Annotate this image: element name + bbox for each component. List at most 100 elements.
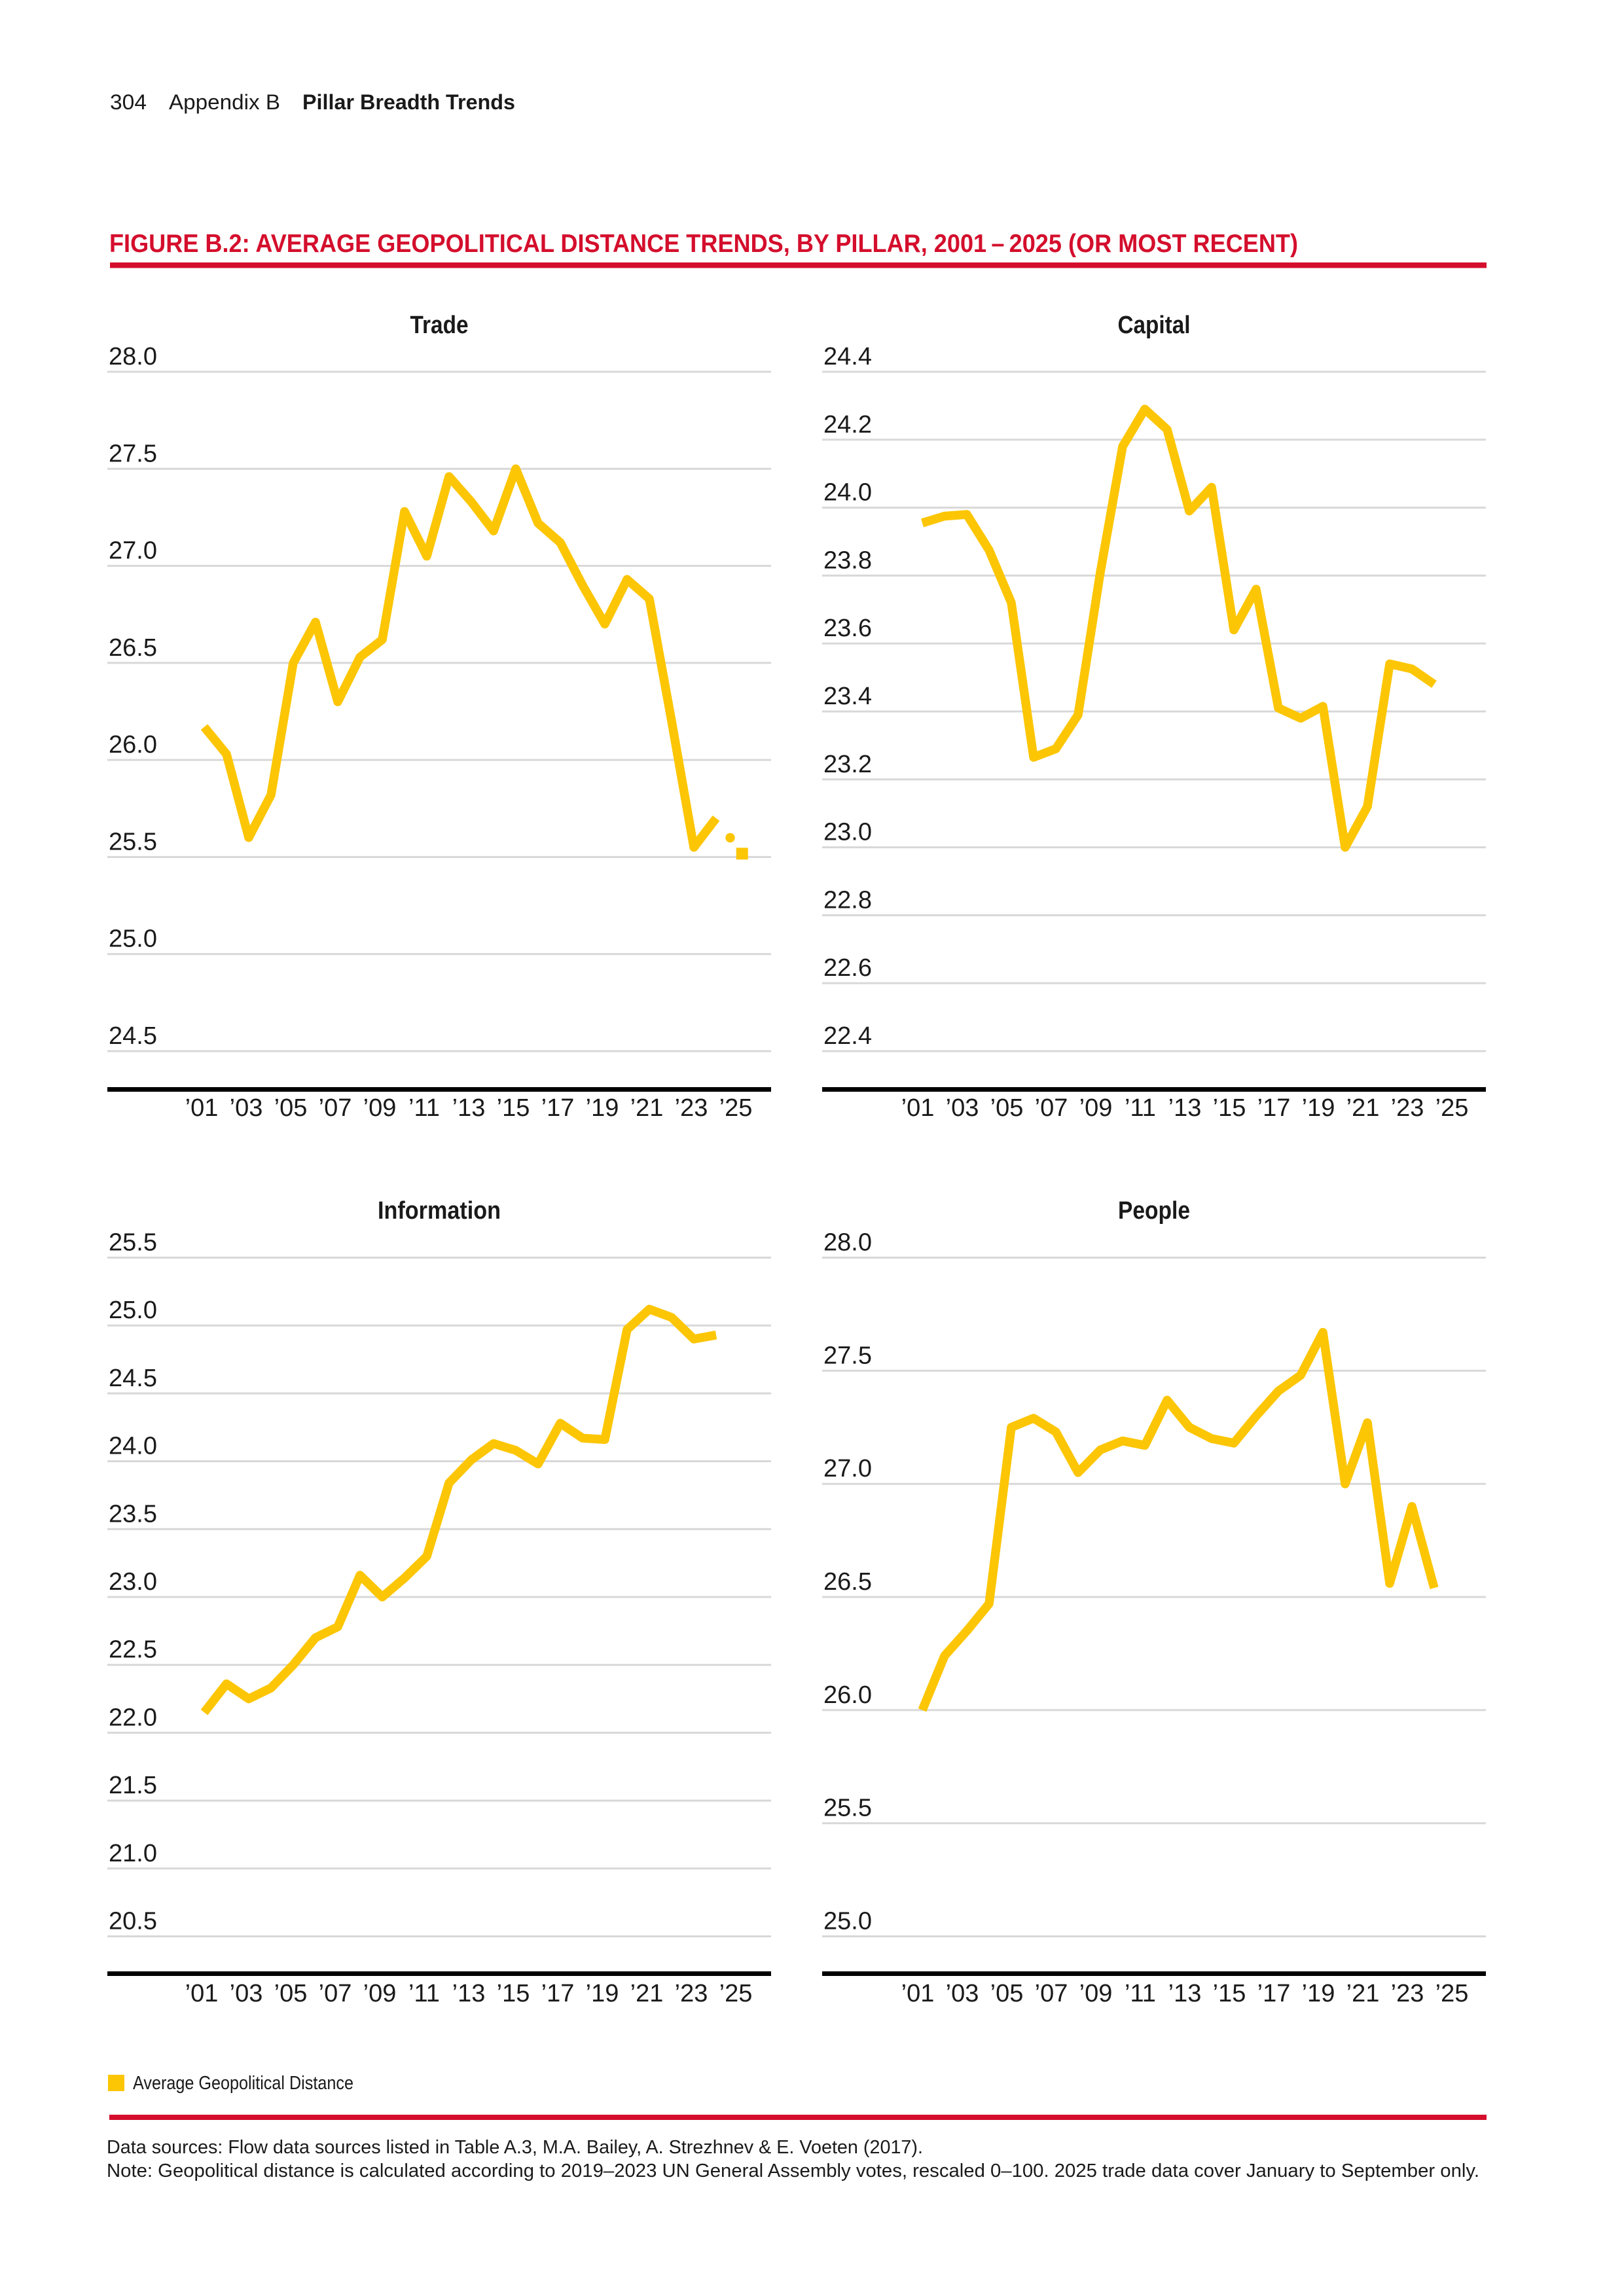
svg-text:’09: ’09 — [1079, 1094, 1113, 1122]
svg-text:’25: ’25 — [719, 1094, 753, 1122]
svg-text:24.2: 24.2 — [823, 411, 872, 439]
svg-text:’09: ’09 — [363, 1980, 397, 2007]
svg-text:26.0: 26.0 — [823, 1681, 872, 1709]
svg-text:’11: ’11 — [408, 1980, 440, 2007]
svg-text:25.5: 25.5 — [823, 1795, 872, 1822]
svg-text:’15: ’15 — [1213, 1980, 1246, 2007]
svg-text:’13: ’13 — [1168, 1094, 1202, 1122]
svg-text:’23: ’23 — [1391, 1980, 1424, 2007]
svg-text:’05: ’05 — [274, 1094, 308, 1122]
svg-text:25.0: 25.0 — [109, 925, 157, 953]
svg-text:’03: ’03 — [946, 1094, 979, 1122]
svg-text:’07: ’07 — [1035, 1980, 1068, 2007]
svg-text:’17: ’17 — [541, 1980, 575, 2007]
svg-text:’07: ’07 — [1035, 1094, 1068, 1122]
svg-text:’21: ’21 — [630, 1094, 664, 1122]
svg-text:Appendix B: Appendix B — [169, 90, 280, 114]
svg-text:’05: ’05 — [274, 1980, 308, 2007]
svg-text:’23: ’23 — [675, 1094, 708, 1122]
svg-text:’11: ’11 — [1125, 1980, 1156, 2007]
svg-text:23.4: 23.4 — [823, 683, 872, 710]
svg-text:22.8: 22.8 — [823, 886, 872, 914]
svg-text:’07: ’07 — [319, 1094, 352, 1122]
svg-text:’25: ’25 — [1435, 1094, 1469, 1122]
svg-text:23.0: 23.0 — [109, 1568, 157, 1596]
svg-text:22.0: 22.0 — [109, 1704, 157, 1731]
svg-text:’19: ’19 — [586, 1980, 619, 2007]
svg-text:27.0: 27.0 — [823, 1455, 872, 1482]
svg-text:26.5: 26.5 — [823, 1568, 872, 1596]
svg-text:21.0: 21.0 — [109, 1840, 157, 1867]
svg-text:20.5: 20.5 — [109, 1908, 157, 1935]
svg-text:’23: ’23 — [1391, 1094, 1424, 1122]
svg-text:Pillar Breadth Trends: Pillar Breadth Trends — [302, 90, 515, 114]
svg-text:24.0: 24.0 — [823, 479, 872, 507]
svg-text:’17: ’17 — [1257, 1980, 1291, 2007]
svg-text:’19: ’19 — [1302, 1094, 1335, 1122]
svg-text:Note: Geopolitical distance is: Note: Geopolitical distance is calculate… — [107, 2161, 1479, 2181]
svg-text:27.0: 27.0 — [109, 537, 157, 565]
svg-text:22.6: 22.6 — [823, 954, 872, 982]
svg-text:’21: ’21 — [1346, 1980, 1380, 2007]
svg-text:’17: ’17 — [541, 1094, 575, 1122]
svg-text:’17: ’17 — [1257, 1094, 1291, 1122]
svg-text:’13: ’13 — [452, 1980, 486, 2007]
svg-text:’03: ’03 — [230, 1980, 263, 2007]
svg-text:25.5: 25.5 — [109, 1229, 157, 1257]
svg-text:People: People — [1118, 1197, 1190, 1225]
svg-text:’01: ’01 — [901, 1094, 935, 1122]
svg-text:FIGURE B.2: AVERAGE GEOPOLITIC: FIGURE B.2: AVERAGE GEOPOLITICAL DISTANC… — [109, 230, 1298, 258]
svg-text:24.4: 24.4 — [823, 343, 872, 370]
svg-text:27.5: 27.5 — [109, 440, 157, 467]
svg-text:24.5: 24.5 — [109, 1022, 157, 1050]
svg-text:’13: ’13 — [452, 1094, 486, 1122]
svg-text:Information: Information — [378, 1197, 501, 1225]
svg-text:22.5: 22.5 — [109, 1636, 157, 1664]
svg-text:23.2: 23.2 — [823, 751, 872, 778]
svg-text:’01: ’01 — [185, 1094, 219, 1122]
svg-text:25.5: 25.5 — [109, 828, 157, 855]
svg-text:’21: ’21 — [1346, 1094, 1380, 1122]
svg-text:’01: ’01 — [901, 1980, 935, 2007]
svg-text:’21: ’21 — [630, 1980, 664, 2007]
svg-text:24.0: 24.0 — [109, 1433, 157, 1460]
svg-text:’19: ’19 — [1302, 1980, 1335, 2007]
svg-text:24.5: 24.5 — [109, 1365, 157, 1392]
svg-text:’09: ’09 — [1079, 1980, 1113, 2007]
svg-text:28.0: 28.0 — [109, 343, 157, 370]
svg-text:’11: ’11 — [1125, 1094, 1156, 1122]
svg-text:26.0: 26.0 — [109, 731, 157, 759]
svg-text:Average Geopolitical Distance: Average Geopolitical Distance — [133, 2073, 353, 2094]
svg-text:’15: ’15 — [497, 1980, 530, 2007]
svg-text:’09: ’09 — [363, 1094, 397, 1122]
svg-text:’05: ’05 — [990, 1980, 1024, 2007]
svg-text:21.5: 21.5 — [109, 1772, 157, 1799]
svg-text:’03: ’03 — [946, 1980, 979, 2007]
svg-text:22.4: 22.4 — [823, 1022, 872, 1050]
svg-text:23.0: 23.0 — [823, 819, 872, 846]
svg-text:23.5: 23.5 — [109, 1500, 157, 1528]
svg-text:’11: ’11 — [408, 1094, 440, 1122]
svg-text:Data sources: Flow data source: Data sources: Flow data sources listed i… — [107, 2137, 923, 2158]
svg-text:’01: ’01 — [185, 1980, 219, 2007]
svg-text:23.8: 23.8 — [823, 547, 872, 574]
svg-text:25.0: 25.0 — [823, 1908, 872, 1935]
svg-text:27.5: 27.5 — [823, 1342, 872, 1369]
svg-text:’15: ’15 — [1213, 1094, 1246, 1122]
svg-text:’07: ’07 — [319, 1980, 352, 2007]
svg-text:’03: ’03 — [230, 1094, 263, 1122]
svg-text:’25: ’25 — [719, 1980, 753, 2007]
svg-text:’13: ’13 — [1168, 1980, 1202, 2007]
svg-text:28.0: 28.0 — [823, 1229, 872, 1257]
svg-text:’05: ’05 — [990, 1094, 1024, 1122]
svg-text:23.6: 23.6 — [823, 615, 872, 642]
svg-text:Trade: Trade — [410, 312, 469, 339]
svg-text:25.0: 25.0 — [109, 1297, 157, 1324]
svg-text:’25: ’25 — [1435, 1980, 1469, 2007]
svg-text:’19: ’19 — [586, 1094, 619, 1122]
svg-text:26.5: 26.5 — [109, 634, 157, 662]
svg-text:’15: ’15 — [497, 1094, 530, 1122]
svg-text:’23: ’23 — [675, 1980, 708, 2007]
svg-text:304: 304 — [110, 90, 147, 114]
svg-text:Capital: Capital — [1118, 312, 1191, 339]
